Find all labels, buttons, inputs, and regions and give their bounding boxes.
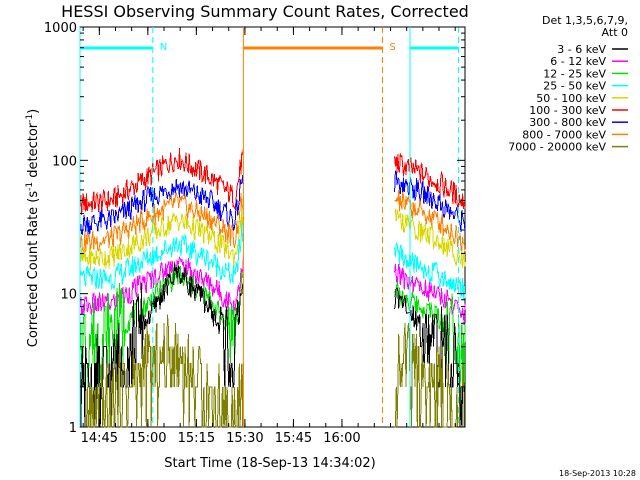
legend-header-line2: Att 0 xyxy=(602,26,628,39)
y-axis-label: Corrected Count Rate (s-1 detector-1) xyxy=(25,109,41,347)
series-line-segment xyxy=(79,192,244,253)
series-line-segment xyxy=(394,189,466,252)
y-tick-label: 10 xyxy=(60,288,77,303)
series-line-segment xyxy=(394,323,465,428)
series-layer xyxy=(79,147,466,428)
legend-label: 800 - 7000 keV xyxy=(522,128,606,141)
y-tick-label: 1 xyxy=(69,421,77,436)
series-7000-to-20000keV xyxy=(80,314,465,428)
orbit-marker-label: N xyxy=(160,42,167,53)
axes: 14:45 15:00 15:15 15:30 15:45 16:00 1 10 100 1000 xyxy=(44,21,465,446)
series-line-segment xyxy=(79,222,244,290)
x-tick-label: 15:30 xyxy=(226,431,263,446)
x-tick-label: 15:45 xyxy=(275,431,312,446)
y-axis-label-sup1: -1 xyxy=(25,182,35,191)
y-axis-label-mid: detector xyxy=(26,122,41,182)
x-tick-label: 14:45 xyxy=(81,431,118,446)
series-line-segment xyxy=(394,287,466,428)
series-25-to-50keV xyxy=(79,222,466,300)
orbit-marker-label: S xyxy=(390,42,396,53)
series-300-to-800keV xyxy=(79,170,466,235)
x-tick-label: 15:15 xyxy=(178,431,215,446)
legend-label: 300 - 800 keV xyxy=(529,116,606,129)
legend-label: 25 - 50 keV xyxy=(543,80,606,93)
legend-label: 50 - 100 keV xyxy=(536,92,606,105)
series-line-segment xyxy=(79,256,244,317)
y-axis-label-main: Corrected Count Rate (s xyxy=(26,191,41,348)
chart-title: HESSI Observing Summary Count Rates, Cor… xyxy=(61,2,469,21)
series-line-segment xyxy=(79,175,244,235)
legend-label: 12 - 25 keV xyxy=(543,67,606,80)
legend-label: 6 - 12 keV xyxy=(550,55,606,68)
series-line-segment xyxy=(79,147,244,215)
series-line-segment xyxy=(394,281,466,387)
series-line-segment xyxy=(80,314,244,428)
legend-label: 3 - 6 keV xyxy=(557,43,606,56)
y-tick-label: 100 xyxy=(52,154,77,169)
y-axis-label-sup2: -1 xyxy=(25,114,35,123)
series-800-to-7000keV xyxy=(79,189,466,253)
series-50-to-100keV xyxy=(79,206,466,271)
series-line-segment xyxy=(394,153,466,210)
series-line-segment xyxy=(394,208,466,268)
x-tick-label: 16:00 xyxy=(323,431,360,446)
series-line-segment xyxy=(79,206,244,271)
legend-header-line1: Det 1,3,5,6,7,9, xyxy=(542,14,628,27)
timestamp: 18-Sep-2013 10:28 xyxy=(559,469,636,478)
legend-label: 7000 - 20000 keV xyxy=(508,141,606,154)
series-100-to-300keV xyxy=(79,147,466,215)
y-axis-label-end: ) xyxy=(26,109,41,114)
x-axis-label: Start Time (18-Sep-13 14:34:02) xyxy=(164,456,375,471)
series-line-segment xyxy=(394,170,466,233)
y-tick-label: 1000 xyxy=(44,21,77,36)
legend-label: 100 - 300 keV xyxy=(529,104,606,117)
x-tick-label: 15:00 xyxy=(129,431,166,446)
